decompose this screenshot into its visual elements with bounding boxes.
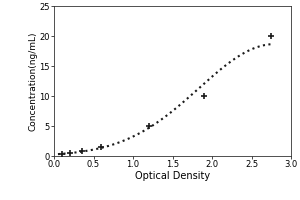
X-axis label: Optical Density: Optical Density [135, 171, 210, 181]
Y-axis label: Concentration(ng/mL): Concentration(ng/mL) [29, 31, 38, 131]
